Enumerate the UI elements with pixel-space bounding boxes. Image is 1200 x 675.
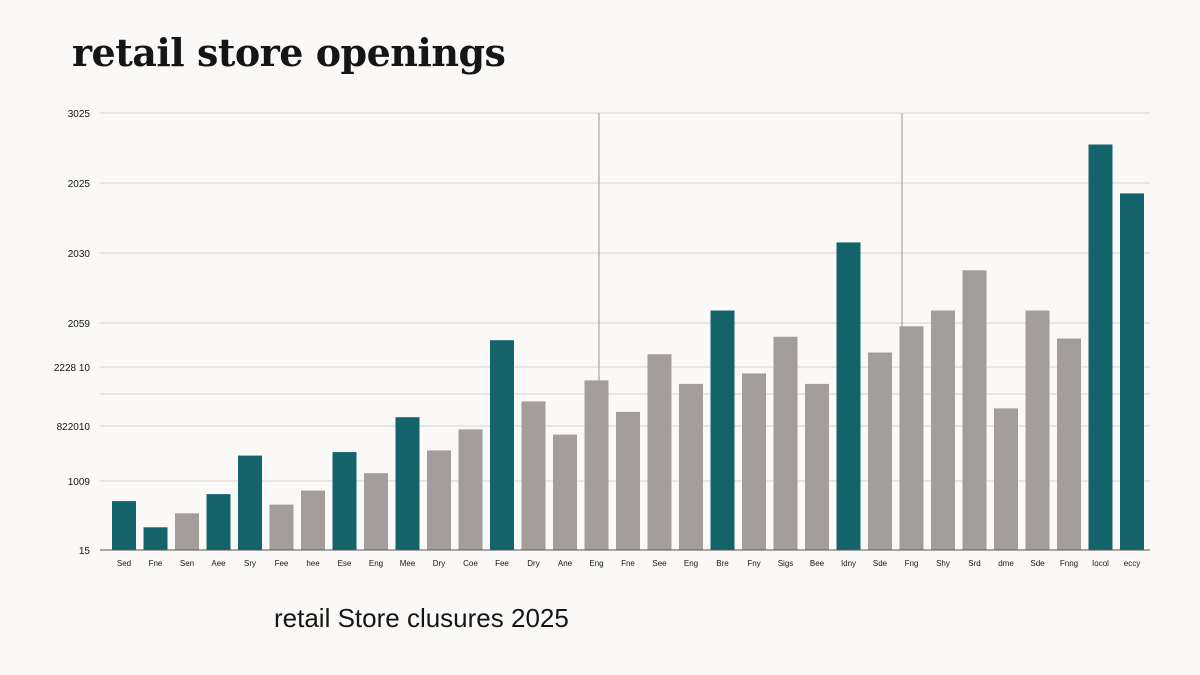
- x-tick-label: Sde: [1030, 559, 1045, 568]
- x-tick-label: Mee: [400, 559, 416, 568]
- bar: [143, 527, 168, 550]
- x-tick-label: Fee: [495, 559, 509, 568]
- bar: [1025, 310, 1050, 550]
- bar: [206, 494, 231, 550]
- x-tick-label: Sry: [244, 559, 256, 568]
- bar: [521, 401, 546, 550]
- y-tick-label: 2030: [68, 249, 91, 260]
- bar: [773, 336, 798, 550]
- y-tick-labels: 15 1009 822010 2228 10 2059 2030 2025 3025: [54, 109, 91, 557]
- bar: [868, 352, 892, 550]
- x-tick-label: Ese: [338, 559, 352, 568]
- y-tick-label: 1009: [68, 477, 91, 488]
- chart-subtitle: retail Store clusures 2025: [274, 603, 569, 633]
- x-tick-label: Iocol: [1092, 559, 1109, 568]
- x-tick-labels: Sed Fne Sen Aee Sry Fee hee Ese Eng Mee Dry Coe Fee D…: [117, 559, 1140, 568]
- x-tick-label: Srd: [968, 559, 980, 568]
- bar: [805, 383, 829, 550]
- bars: [112, 144, 1144, 550]
- bar: [458, 429, 483, 550]
- bar: [899, 326, 924, 550]
- x-tick-label: eccy: [1124, 559, 1140, 568]
- x-tick-label: Coe: [463, 559, 478, 568]
- x-tick-label: Bre: [716, 559, 729, 568]
- y-tick-label: 2228 10: [54, 363, 91, 374]
- x-tick-label: Aee: [211, 559, 226, 568]
- x-tick-label: Shy: [936, 559, 950, 568]
- x-tick-label: Ane: [558, 559, 573, 568]
- bar: [427, 450, 451, 550]
- bar: [1120, 193, 1144, 550]
- bar: [553, 434, 577, 550]
- bar: [332, 452, 357, 550]
- x-tick-label: Dry: [527, 559, 539, 568]
- x-tick-label: Fee: [275, 559, 289, 568]
- x-tick-label: Sigs: [778, 559, 794, 568]
- x-tick-label: Dry: [433, 559, 445, 568]
- x-tick-label: Fne: [621, 559, 635, 568]
- x-tick-label: dme: [998, 559, 1014, 568]
- x-tick-label: hee: [306, 559, 320, 568]
- x-tick-label: Fng: [905, 559, 919, 568]
- x-tick-label: Eng: [684, 559, 698, 568]
- bar: [269, 504, 294, 550]
- y-tick-label: 3025: [68, 109, 91, 120]
- x-tick-label: Fnng: [1060, 559, 1078, 568]
- bar: [364, 473, 388, 550]
- bar: [962, 270, 987, 550]
- bar: [616, 411, 640, 550]
- chart-title: retail store openings: [72, 30, 506, 75]
- bar: [175, 513, 199, 550]
- x-tick-label: Fne: [149, 559, 163, 568]
- x-tick-label: Fny: [747, 559, 760, 568]
- bar: [647, 354, 672, 550]
- x-tick-label: See: [652, 559, 667, 568]
- y-tick-label: 822010: [57, 422, 91, 433]
- y-tick-label: 2059: [68, 319, 91, 330]
- x-tick-label: Bee: [810, 559, 825, 568]
- bar: [490, 340, 514, 550]
- bar: [584, 380, 609, 550]
- bar: [710, 310, 735, 550]
- x-tick-label: Sed: [117, 559, 131, 568]
- bar: [395, 417, 420, 550]
- bar: [238, 455, 262, 550]
- bar: [1057, 338, 1081, 550]
- bar: [112, 501, 136, 550]
- y-tick-label: 2025: [68, 179, 91, 190]
- x-tick-label: Eng: [369, 559, 383, 568]
- bar: [994, 408, 1018, 550]
- bar: [742, 373, 766, 550]
- x-tick-label: Idny: [841, 559, 856, 568]
- x-tick-label: Sde: [873, 559, 888, 568]
- y-tick-label: 15: [79, 546, 91, 557]
- x-tick-label: Eng: [589, 559, 603, 568]
- bar: [679, 383, 703, 550]
- bar: [836, 242, 861, 550]
- bar: [931, 310, 955, 550]
- bar: [301, 490, 325, 550]
- bar: [1088, 144, 1113, 550]
- x-tick-label: Sen: [180, 559, 194, 568]
